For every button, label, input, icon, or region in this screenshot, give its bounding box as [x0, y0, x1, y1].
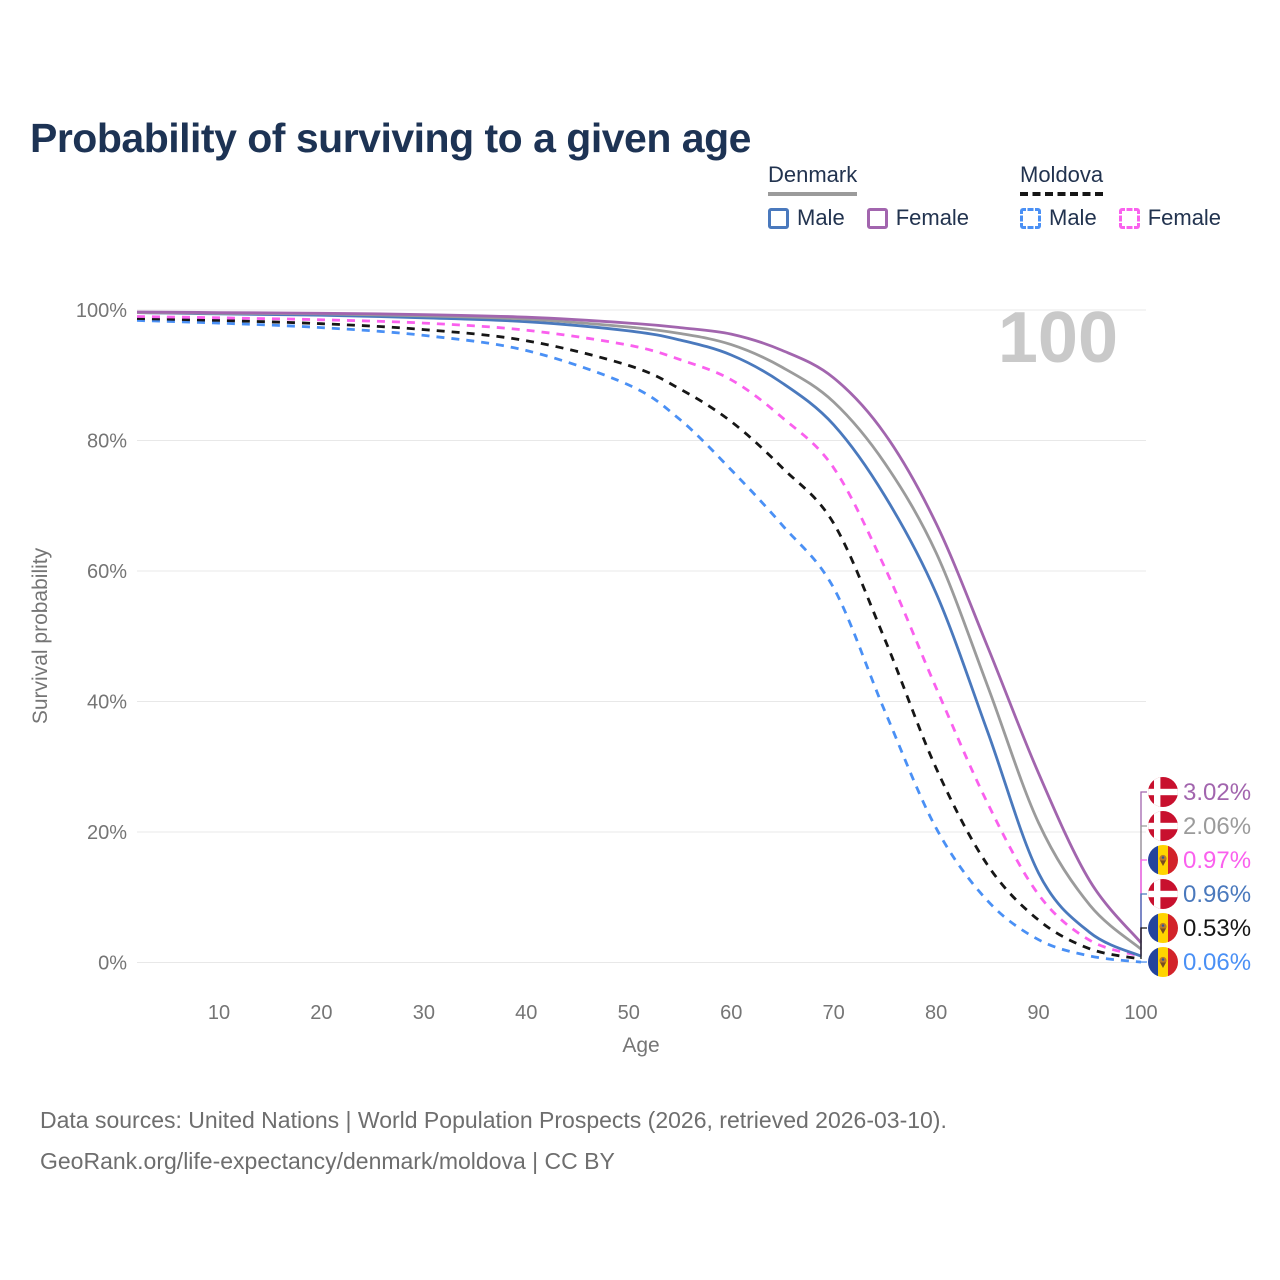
legend-swatch-moldova-male	[1020, 207, 1041, 229]
legend-label-denmark-female: Female	[895, 205, 970, 230]
moldova-flag-icon	[1148, 913, 1178, 943]
footer: Data sources: United Nations | World Pop…	[40, 1100, 947, 1182]
y-axis-title: Survival probability	[29, 547, 52, 724]
legend-swatch-denmark-male	[768, 207, 789, 229]
legend-label-moldova-female: Female	[1147, 205, 1222, 230]
series-line-moldova-female	[136, 315, 1142, 958]
end-value-label-denmark-both: 2.06%	[1183, 813, 1251, 840]
series-line-denmark-both	[136, 311, 1142, 951]
series-line-moldova-male	[136, 319, 1142, 964]
y-tick-label: 0%	[98, 953, 127, 975]
legend-swatch-moldova-female	[1118, 207, 1140, 229]
legend-group-moldova: Moldova Male Female	[1020, 162, 1221, 231]
denmark-flag-icon	[1148, 777, 1178, 807]
legend-label-moldova-male: Male	[1049, 205, 1097, 230]
label-connector-moldova-both	[1140, 927, 1147, 959]
x-tick-label: 60	[720, 1002, 742, 1024]
legend-group-denmark: Denmark Male Female	[768, 162, 969, 231]
series-line-denmark-female	[136, 310, 1143, 944]
end-value-label-moldova-male: 0.06%	[1183, 949, 1251, 976]
x-tick-label: 100	[1124, 1002, 1157, 1024]
y-tick-label: 80%	[87, 431, 127, 453]
x-tick-label: 30	[413, 1002, 435, 1024]
legend-item-denmark-male[interactable]: Male	[768, 205, 845, 231]
x-tick-label: 90	[1027, 1002, 1049, 1024]
legend-item-denmark-female[interactable]: Female	[866, 205, 970, 231]
end-value-label-moldova-both: 0.53%	[1183, 915, 1251, 942]
moldova-flag-icon	[1148, 845, 1178, 875]
legend-swatch-denmark-female	[866, 207, 888, 229]
age-counter-watermark: 100	[998, 298, 1118, 378]
attribution-line: GeoRank.org/life-expectancy/denmark/mold…	[40, 1148, 615, 1174]
series-layer	[136, 310, 1143, 964]
legend-item-moldova-female[interactable]: Female	[1118, 205, 1222, 231]
label-connector-denmark-both	[1140, 825, 1147, 950]
label-connector-denmark-male	[1140, 893, 1147, 957]
series-line-moldova-both	[136, 317, 1142, 961]
legend-item-moldova-male[interactable]: Male	[1020, 205, 1097, 231]
x-tick-label: 40	[515, 1002, 537, 1024]
denmark-flag-icon	[1148, 879, 1178, 909]
label-connector-denmark-female	[1140, 791, 1147, 943]
x-tick-label: 70	[823, 1002, 845, 1024]
x-tick-label: 80	[925, 1002, 947, 1024]
y-tick-label: 60%	[87, 561, 127, 583]
moldova-flag-icon	[1148, 947, 1178, 977]
x-tick-label: 10	[208, 1002, 230, 1024]
y-tick-label: 20%	[87, 822, 127, 844]
x-axis-title: Age	[622, 1034, 659, 1057]
legend-group-title-denmark[interactable]: Denmark	[768, 162, 858, 196]
data-sources-line: Data sources: United Nations | World Pop…	[40, 1107, 947, 1133]
chart-title: Probability of surviving to a given age	[30, 115, 751, 162]
end-value-label-moldova-female: 0.97%	[1183, 847, 1251, 874]
series-line-denmark-male	[136, 311, 1142, 958]
end-value-label-denmark-female: 3.02%	[1183, 779, 1251, 806]
grid-layer: 0% 20% 40% 60% 80% 100% 10 20 30 40 50 60 70 80 90 100	[76, 300, 1158, 1024]
denmark-flag-icon	[1148, 811, 1178, 841]
y-tick-label: 40%	[87, 692, 127, 714]
end-label-layer: 3.02% 2.06% 0.97% 0.96% 0.53% 0.06%	[1140, 777, 1251, 977]
legend-group-title-moldova[interactable]: Moldova	[1020, 162, 1104, 196]
end-value-label-denmark-male: 0.96%	[1183, 881, 1251, 908]
legend-label-denmark-male: Male	[797, 205, 845, 230]
x-tick-label: 50	[618, 1002, 640, 1024]
x-tick-label: 20	[310, 1002, 332, 1024]
y-tick-label: 100%	[76, 300, 127, 322]
